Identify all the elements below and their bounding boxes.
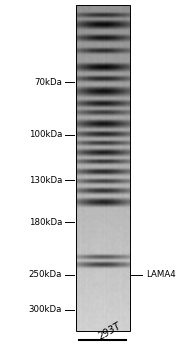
Text: 293T: 293T xyxy=(97,320,123,341)
Text: 300kDa: 300kDa xyxy=(29,305,62,314)
Text: 130kDa: 130kDa xyxy=(29,176,62,185)
Text: 70kDa: 70kDa xyxy=(34,78,62,87)
Text: 100kDa: 100kDa xyxy=(29,130,62,139)
Text: 180kDa: 180kDa xyxy=(29,218,62,227)
Bar xyxy=(76,5,130,331)
Text: 250kDa: 250kDa xyxy=(29,270,62,279)
Text: LAMA4: LAMA4 xyxy=(146,270,176,279)
